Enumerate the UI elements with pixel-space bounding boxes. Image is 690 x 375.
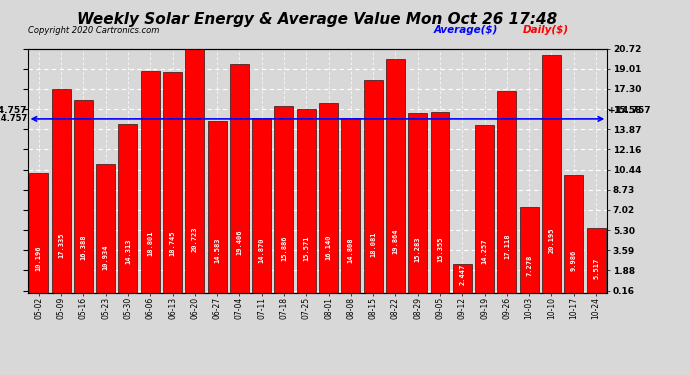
Bar [408,113,427,292]
Text: 14.808: 14.808 [348,237,354,263]
Bar [52,88,70,292]
Text: 20.723: 20.723 [192,227,198,252]
Text: Copyright 2020 Cartronics.com: Copyright 2020 Cartronics.com [28,26,159,35]
Bar [319,103,338,292]
Text: 14.313: 14.313 [125,238,131,264]
Text: 14.257: 14.257 [482,238,488,264]
Bar [431,112,449,292]
Text: 20.195: 20.195 [549,228,555,254]
Bar [453,264,472,292]
Bar [96,164,115,292]
Bar [119,124,137,292]
Text: 10.196: 10.196 [36,246,42,271]
Text: 9.986: 9.986 [571,250,577,272]
Text: 10.934: 10.934 [103,244,108,270]
Text: 17.118: 17.118 [504,233,510,259]
Text: +14.757: +14.757 [609,106,651,116]
Bar [186,49,204,292]
Bar [497,91,516,292]
Text: 14.870: 14.870 [259,237,265,263]
Text: 15.886: 15.886 [281,236,287,261]
Text: 15.355: 15.355 [437,236,443,262]
Bar [253,118,271,292]
Text: 14.583: 14.583 [214,238,220,263]
Bar [542,55,561,292]
Text: Daily($): Daily($) [523,26,569,35]
Bar [342,118,360,292]
Text: 18.745: 18.745 [170,230,175,256]
Text: 18.801: 18.801 [147,230,153,256]
Bar [364,80,382,292]
Text: Average($): Average($) [433,26,497,35]
Bar [208,121,226,292]
Bar [163,72,182,292]
Bar [230,64,249,292]
Text: 15.283: 15.283 [415,237,421,262]
Text: 16.388: 16.388 [80,234,86,260]
Text: 16.140: 16.140 [326,235,332,261]
Bar [475,125,494,292]
Bar [386,59,405,292]
Bar [29,172,48,292]
Text: 18.081: 18.081 [370,232,376,257]
Bar [520,207,539,292]
Bar [74,100,92,292]
Text: 19.864: 19.864 [393,228,398,254]
Text: 5.517: 5.517 [593,258,599,279]
Text: ↑ 14.757: ↑ 14.757 [0,114,27,123]
Title: Weekly Solar Energy & Average Value Mon Oct 26 17:48: Weekly Solar Energy & Average Value Mon … [77,12,558,27]
Text: 15.571: 15.571 [303,236,309,261]
Bar [564,175,583,292]
Text: 2.447: 2.447 [460,263,465,285]
Text: 17.335: 17.335 [58,233,64,258]
Text: 7.278: 7.278 [526,255,532,276]
Bar [586,228,606,292]
Bar [141,71,159,292]
Bar [297,110,316,292]
Text: ↑14.757: ↑14.757 [0,106,26,116]
Bar [275,106,293,292]
Text: 19.406: 19.406 [237,229,242,255]
